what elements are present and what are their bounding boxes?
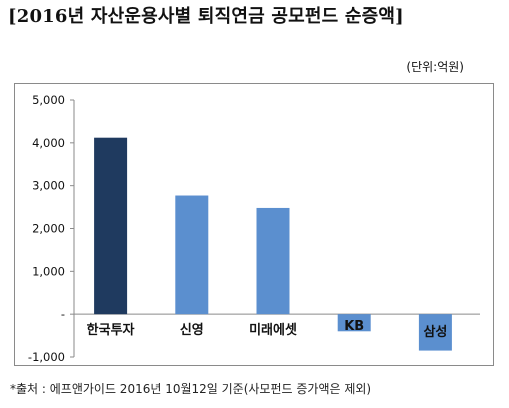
y-tick-label: 1,000 [32,264,65,278]
y-tick-label: - [61,307,65,321]
bar [175,195,209,315]
x-category-label: 신영 [180,323,204,338]
unit-note: (단위:억원) [406,60,464,74]
chart-title: [2016년 자산운용사별 퇴직연금 공모펀드 순증액] [8,6,404,27]
x-category-label: KB [344,319,364,334]
source-note: *출처 : 에프앤가이드 2016년 10월12일 기준(사모펀드 증가액은 제… [10,382,372,396]
y-tick-label: 3,000 [32,179,65,193]
bar [418,314,452,351]
bar [94,137,128,315]
bar [256,207,290,315]
y-tick-label: 4,000 [32,136,65,150]
y-tick-label: -1,000 [28,350,65,364]
chart-frame [14,83,494,366]
x-category-label: 한국투자 [87,322,135,338]
y-tick-label: 5,000 [32,93,65,107]
bar [337,314,371,332]
x-category-label: 삼성 [423,324,447,340]
x-category-label: 미래에셋 [249,322,297,338]
y-tick-label: 2,000 [32,222,65,236]
